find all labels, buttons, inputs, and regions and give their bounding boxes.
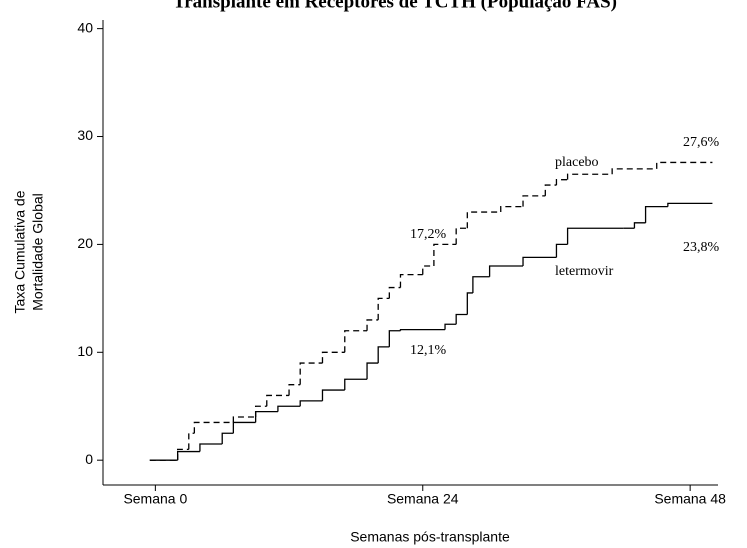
x-tick-label: Semana 48	[654, 491, 726, 507]
survival-step	[299, 362, 323, 385]
survival-step	[566, 227, 624, 245]
survival-step	[366, 362, 379, 380]
survival-step	[422, 265, 434, 275]
survival-step	[277, 405, 301, 412]
survival-step	[388, 286, 401, 299]
x-tick-label: Semana 0	[123, 491, 187, 507]
survival-step	[472, 276, 490, 293]
annotation: 12,1%	[410, 343, 447, 358]
survival-step	[344, 378, 368, 391]
survival-step	[377, 346, 390, 364]
survival-step	[522, 256, 557, 266]
survival-step	[366, 319, 379, 331]
survival-step	[266, 394, 290, 407]
y-tick-label: 40	[77, 19, 93, 35]
survival-step	[344, 330, 368, 353]
survival-step	[433, 243, 457, 266]
series-label: placebo	[555, 155, 599, 170]
survival-step	[466, 292, 473, 315]
series-label: letermovir	[555, 264, 614, 279]
survival-step	[299, 400, 323, 407]
survival-step	[399, 273, 423, 288]
survival-step	[321, 389, 345, 401]
survival-step	[466, 211, 501, 229]
y-axis-label-line: Taxa Cumulativa de	[12, 190, 28, 313]
survival-step	[455, 227, 468, 245]
survival-step	[656, 161, 713, 169]
survival-step	[188, 432, 195, 450]
survival-step	[500, 205, 524, 213]
survival-step	[176, 450, 200, 461]
survival-step	[388, 330, 401, 347]
survival-step	[555, 243, 568, 258]
annotation: 17,2%	[410, 227, 447, 242]
survival-step	[254, 410, 278, 423]
survival-step	[444, 323, 457, 330]
y-tick-label: 20	[77, 235, 93, 251]
survival-step	[199, 443, 223, 452]
survival-step	[232, 416, 256, 423]
survival-step	[221, 432, 234, 445]
x-tick-label: Semana 24	[387, 491, 459, 507]
y-tick-label: 10	[77, 343, 93, 359]
y-tick-label: 30	[77, 127, 93, 143]
survival-step	[488, 265, 524, 277]
survival-step	[399, 328, 446, 331]
survival-step	[193, 421, 234, 434]
survival-step	[566, 173, 613, 180]
annotation: 23,8%	[683, 240, 720, 255]
survival-step	[611, 168, 657, 175]
x-axis-label: Semanas pós-transplante	[350, 529, 510, 545]
survival-step	[321, 351, 345, 364]
y-axis-label: Taxa Cumulativa de Mortalidade Global	[12, 190, 46, 313]
survival-step	[544, 184, 557, 196]
survival-step	[555, 179, 568, 186]
chart-title: Transplante em Receptores de TCTH (Popul…	[173, 0, 617, 12]
survival-step	[232, 421, 256, 434]
annotation: 27,6%	[683, 135, 720, 150]
y-tick-label: 0	[85, 451, 93, 467]
survival-step	[644, 205, 668, 223]
survival-step	[288, 384, 301, 396]
survival-step	[667, 202, 713, 207]
survival-step	[522, 195, 546, 207]
survival-step	[455, 313, 468, 325]
survival-step	[633, 222, 646, 229]
survival-step	[377, 297, 390, 320]
y-axis-label-line: Mortalidade Global	[30, 193, 46, 311]
